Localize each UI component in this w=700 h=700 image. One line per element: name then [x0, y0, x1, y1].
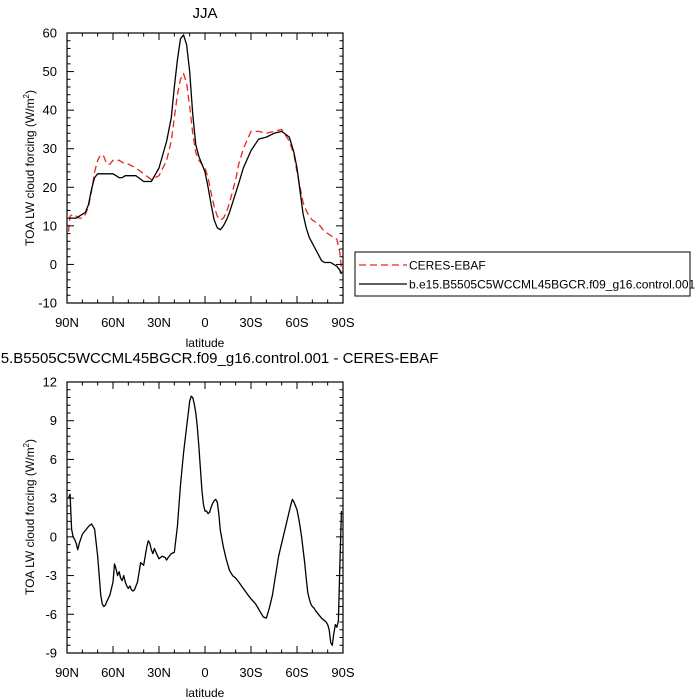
x-tick-label: 0 [201, 665, 208, 680]
chart-panel-2: b.e15.B5505C5WCCML45BGCR.f09_g16.control… [0, 350, 438, 700]
chart-panel-1: JJA 90N 60N 30N 0 30S 60S 90S -10 0 10 20 30 40 50 60 la… [22, 5, 695, 350]
x-tick-label: 30N [147, 315, 171, 330]
y-tick-label: 6 [50, 452, 57, 467]
y-tick-label: 10 [43, 218, 57, 233]
plot-frame [66, 32, 344, 304]
y-tick-label: 50 [43, 64, 57, 79]
y-tick-label: 20 [43, 180, 57, 195]
x-tick-label: 60S [285, 665, 308, 680]
chart-title: b.e15.B5505C5WCCML45BGCR.f09_g16.control… [0, 350, 438, 367]
x-tick-label: 60S [285, 315, 308, 330]
y-tick-label: 0 [50, 257, 57, 272]
x-tick-label: 30S [239, 665, 262, 680]
x-tick-label: 60N [101, 315, 125, 330]
y-tick-label: 3 [50, 491, 57, 506]
y-tick-label: 0 [50, 529, 57, 544]
y-tick-label: 60 [43, 26, 57, 41]
y-tick-label: 9 [50, 413, 57, 428]
x-tick-label: 0 [201, 315, 208, 330]
series-line-1 [67, 395, 343, 646]
y-tick-label: 30 [43, 141, 57, 156]
legend: CERES-EBAF b.e15.B5505C5WCCML45BGCR.f09_g… [354, 251, 695, 297]
y-tick-label: -9 [45, 646, 57, 661]
x-tick-label: 90N [55, 315, 79, 330]
chart-title: JJA [192, 5, 217, 22]
x-tick-label: 60N [101, 665, 125, 680]
y-tick-label: 40 [43, 103, 57, 118]
y-tick-label: 12 [43, 375, 57, 390]
legend-label-1: CERES-EBAF [409, 259, 486, 273]
x-tick-label: 90S [331, 315, 354, 330]
legend-box [354, 251, 691, 297]
x-tick-label: 90N [55, 665, 79, 680]
legend-label-2: b.e15.B5505C5WCCML45BGCR.f09_g16.control… [409, 278, 695, 292]
y-axis-label: TOA LW cloud forcing (W/m2) [22, 439, 37, 595]
x-tick-label: 30S [239, 315, 262, 330]
x-axis-label: latitude [186, 686, 225, 700]
y-tick-label: -3 [45, 568, 57, 583]
x-tick-label: 30N [147, 665, 171, 680]
x-axis-label: latitude [186, 336, 225, 350]
y-axis-label: TOA LW cloud forcing (W/m2) [22, 90, 37, 246]
series-line-2 [68, 34, 343, 275]
plot-frame [66, 381, 344, 654]
x-tick-label: 90S [331, 665, 354, 680]
y-tick-label: -10 [38, 296, 57, 311]
y-tick-label: -6 [45, 607, 57, 622]
